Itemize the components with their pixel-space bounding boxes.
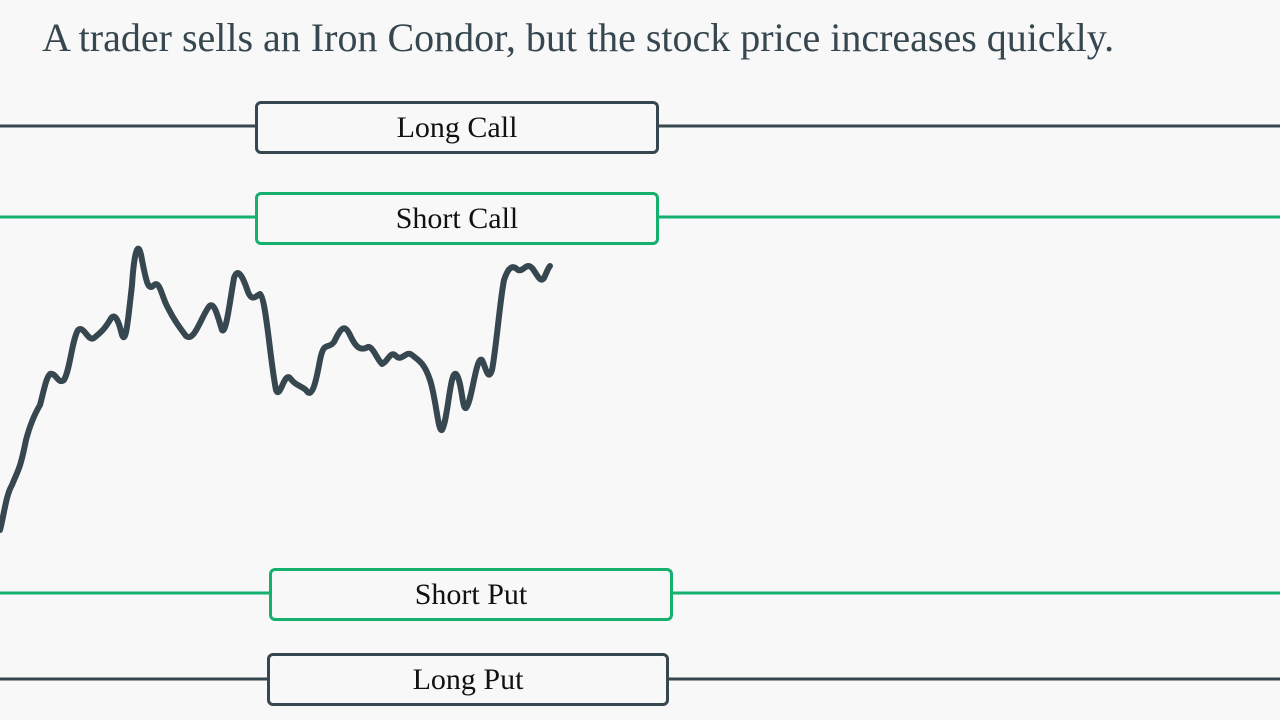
long-put-text: Long Put bbox=[412, 662, 524, 696]
short-put-text: Short Put bbox=[414, 577, 528, 611]
headline: A trader sells an Iron Condor, but the s… bbox=[42, 15, 1115, 60]
long-call-label: Long Call bbox=[255, 101, 659, 154]
stock-price-line bbox=[0, 245, 553, 533]
short-call-label: Short Call bbox=[255, 192, 659, 245]
short-call-text: Short Call bbox=[395, 201, 519, 235]
long-call-text: Long Call bbox=[396, 110, 518, 144]
short-put-label: Short Put bbox=[269, 568, 673, 621]
long-put-label: Long Put bbox=[267, 653, 669, 706]
